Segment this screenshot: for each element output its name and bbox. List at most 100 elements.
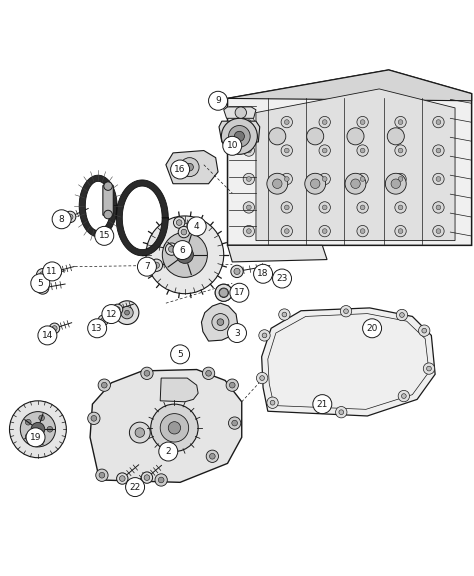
Circle shape [347,128,364,145]
Circle shape [433,116,444,128]
Circle shape [88,412,100,425]
Circle shape [398,391,410,402]
Polygon shape [79,175,117,237]
Text: 8: 8 [59,215,64,223]
Circle shape [436,205,441,210]
Circle shape [36,268,49,281]
Circle shape [259,329,270,341]
Circle shape [436,120,441,124]
Circle shape [423,363,435,374]
Circle shape [281,202,292,213]
Circle shape [262,333,267,338]
Circle shape [178,226,190,238]
Circle shape [433,202,444,213]
Circle shape [351,179,360,188]
Circle shape [419,325,430,336]
Circle shape [176,247,193,263]
Circle shape [322,229,327,233]
Text: 6: 6 [180,245,185,255]
Circle shape [229,382,235,388]
Circle shape [104,210,112,219]
Text: 14: 14 [42,331,53,340]
Circle shape [360,148,365,153]
Circle shape [436,229,441,233]
Circle shape [43,262,62,281]
Circle shape [433,145,444,156]
Circle shape [215,284,232,301]
Circle shape [395,173,406,185]
Circle shape [126,478,145,497]
Circle shape [398,177,403,181]
Circle shape [398,205,403,210]
Circle shape [64,211,76,222]
Circle shape [36,282,49,294]
Circle shape [226,379,238,391]
Circle shape [235,107,246,118]
Circle shape [396,309,408,321]
Circle shape [39,285,46,291]
Circle shape [202,367,215,380]
Text: 10: 10 [227,141,238,150]
Circle shape [387,128,404,145]
Circle shape [360,205,365,210]
Circle shape [158,477,164,483]
Circle shape [273,179,282,188]
Circle shape [212,313,229,331]
Circle shape [260,376,264,380]
Circle shape [246,148,251,153]
Circle shape [26,433,31,439]
Circle shape [112,304,123,314]
Text: 21: 21 [317,400,328,408]
Circle shape [234,131,245,141]
Circle shape [340,305,352,317]
Circle shape [52,325,57,331]
Circle shape [154,262,159,268]
Circle shape [119,476,125,482]
Circle shape [219,289,228,297]
Circle shape [310,179,320,188]
Circle shape [267,397,278,408]
Polygon shape [262,308,435,416]
Circle shape [267,173,288,194]
Polygon shape [224,107,256,118]
Circle shape [339,410,344,415]
Circle shape [26,419,31,425]
Circle shape [284,177,289,181]
Circle shape [141,472,153,483]
Circle shape [391,179,401,188]
Circle shape [307,128,324,145]
Circle shape [26,428,45,447]
Circle shape [176,220,182,225]
Circle shape [433,225,444,237]
Circle shape [98,315,109,325]
Circle shape [269,128,286,145]
Text: 4: 4 [194,222,200,231]
Circle shape [231,265,243,278]
Text: 5: 5 [37,279,43,288]
Circle shape [115,307,120,312]
Text: 20: 20 [366,324,378,333]
Circle shape [398,229,403,233]
Circle shape [360,120,365,124]
Circle shape [319,202,330,213]
Circle shape [38,326,57,345]
Circle shape [221,118,257,154]
Circle shape [360,229,365,233]
Circle shape [395,225,406,237]
FancyBboxPatch shape [103,185,113,215]
Circle shape [215,284,232,301]
Circle shape [322,148,327,153]
Circle shape [345,173,366,194]
Circle shape [322,120,327,124]
Circle shape [135,428,145,437]
Circle shape [322,177,327,181]
Circle shape [243,145,255,156]
Text: 23: 23 [276,274,288,283]
Circle shape [210,453,215,459]
Text: 19: 19 [30,433,41,442]
Circle shape [270,400,275,405]
Circle shape [180,158,199,177]
Polygon shape [160,378,198,402]
Circle shape [173,241,192,260]
Circle shape [256,372,268,384]
